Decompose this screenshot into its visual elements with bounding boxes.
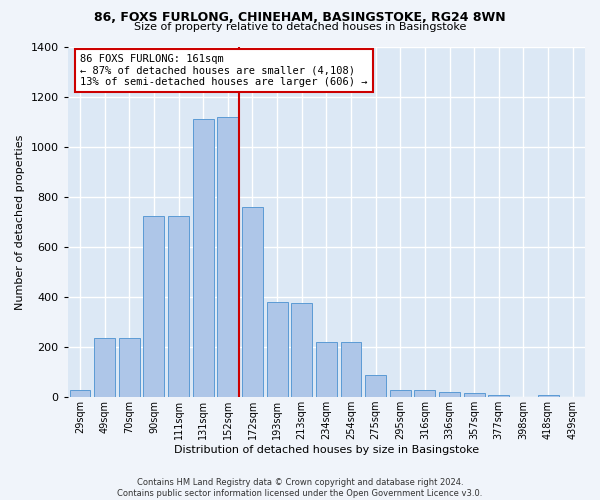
Bar [291,303,312,397]
X-axis label: Distribution of detached houses by size in Basingstoke: Distribution of detached houses by size … [174,445,479,455]
Bar [341,342,361,397]
Bar [143,216,164,397]
Bar [316,342,337,397]
Y-axis label: Number of detached properties: Number of detached properties [15,134,25,310]
Text: 86 FOXS FURLONG: 161sqm
← 87% of detached houses are smaller (4,108)
13% of semi: 86 FOXS FURLONG: 161sqm ← 87% of detache… [80,54,368,87]
Bar [119,338,140,397]
Bar [217,116,238,397]
Text: Contains HM Land Registry data © Crown copyright and database right 2024.
Contai: Contains HM Land Registry data © Crown c… [118,478,482,498]
Bar [193,119,214,397]
Bar [365,374,386,397]
Bar [439,392,460,397]
Bar [464,394,485,397]
Text: Size of property relative to detached houses in Basingstoke: Size of property relative to detached ho… [134,22,466,32]
Bar [488,394,509,397]
Bar [538,394,559,397]
Bar [266,302,287,397]
Bar [390,390,411,397]
Bar [168,216,189,397]
Bar [415,390,436,397]
Bar [242,207,263,397]
Bar [94,338,115,397]
Bar [70,390,91,397]
Text: 86, FOXS FURLONG, CHINEHAM, BASINGSTOKE, RG24 8WN: 86, FOXS FURLONG, CHINEHAM, BASINGSTOKE,… [94,11,506,24]
